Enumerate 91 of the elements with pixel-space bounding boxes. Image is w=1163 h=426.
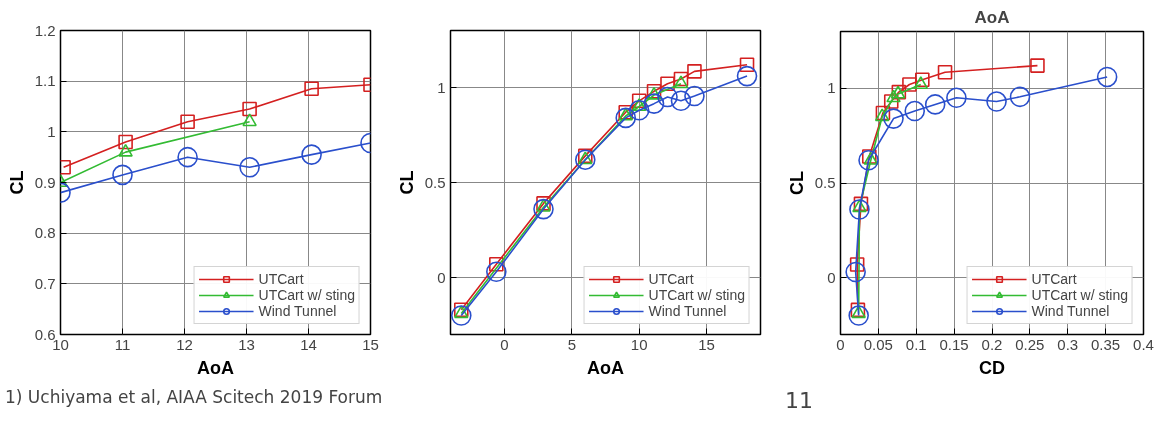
x-tick-label: 0.4	[1133, 335, 1154, 353]
x-tick-label: 0.05	[863, 335, 893, 353]
y-tick-label: 1	[827, 79, 836, 97]
x-tick-label: 15	[698, 335, 715, 353]
y-axis-title: CL	[786, 171, 807, 195]
legend-label: Wind Tunnel	[1031, 303, 1110, 319]
x-tick-label: 14	[300, 335, 317, 353]
x-tick-label: 13	[238, 335, 255, 353]
y-tick-label: 0	[437, 268, 446, 286]
point	[643, 93, 665, 114]
point	[937, 64, 953, 80]
point	[657, 86, 678, 108]
x-tick-label: 0.15	[939, 335, 969, 353]
point	[883, 108, 904, 129]
x-axis-title: AoA	[197, 357, 234, 378]
point	[924, 94, 946, 115]
legend-label: UTCart	[648, 271, 694, 287]
point	[533, 198, 554, 220]
point	[574, 149, 596, 170]
point	[904, 100, 926, 122]
legend-label: UTCart w/ sting	[1031, 287, 1128, 303]
point	[660, 76, 675, 91]
point	[673, 71, 689, 87]
x-tick-label: 15	[362, 335, 379, 353]
x-tick-label: 0.3	[1057, 335, 1079, 353]
point	[118, 134, 133, 150]
point	[1030, 58, 1045, 73]
point	[986, 91, 1007, 112]
x-tick-label: 0.1	[905, 335, 927, 353]
x-tick-label: 11	[114, 335, 131, 353]
legend-label: UTCart w/ sting	[258, 287, 355, 303]
point	[304, 81, 319, 97]
point	[1009, 86, 1031, 108]
point	[913, 76, 929, 90]
point	[739, 57, 755, 72]
y-tick-label: 0.5	[814, 174, 836, 191]
point	[301, 144, 322, 165]
point	[886, 89, 901, 103]
point	[883, 94, 899, 109]
point	[239, 157, 260, 178]
point	[849, 199, 870, 220]
y-tick-label: 1.2	[34, 21, 56, 39]
y-tick-label: 0.9	[34, 173, 56, 191]
point	[180, 114, 195, 129]
legend-label: UTCart w/ sting	[648, 287, 745, 303]
point	[628, 100, 650, 121]
text: 1) Uchiyama et al, AIAA Scitech 2019 Forum	[5, 386, 383, 409]
legend-label: Wind Tunnel	[648, 303, 727, 319]
x-axis-title: CD	[979, 357, 1005, 378]
x-tick-label: 10	[630, 335, 648, 353]
point	[615, 107, 637, 129]
y-axis-title: CL	[396, 170, 417, 195]
point	[858, 149, 879, 171]
legend-label: Wind Tunnel	[258, 303, 337, 319]
chart-title: AoA	[974, 7, 1010, 27]
y-tick-label: 1	[47, 122, 56, 140]
legend-label: UTCart	[1031, 271, 1077, 287]
point	[915, 72, 930, 88]
point	[242, 101, 257, 117]
x-tick-label: 12	[176, 335, 193, 353]
point	[848, 305, 869, 326]
point	[1096, 66, 1118, 88]
point	[486, 261, 507, 283]
legend-label: UTCart	[258, 271, 304, 287]
point	[736, 65, 758, 87]
x-tick-label: 0.35	[1091, 335, 1121, 353]
point	[242, 113, 257, 127]
point	[946, 87, 967, 109]
point	[687, 64, 702, 79]
x-axis-title: AoA	[587, 357, 624, 378]
y-tick-label: 0.7	[34, 274, 56, 292]
y-tick-label: 1	[437, 78, 446, 96]
x-tick-label: 5	[567, 335, 576, 353]
y-tick-label: 0	[827, 268, 836, 286]
point	[684, 85, 705, 107]
y-tick-label: 0.8	[34, 224, 56, 242]
point	[118, 143, 133, 157]
x-tick-label: 0	[500, 335, 509, 353]
point	[450, 305, 472, 326]
x-tick-label: 0.2	[981, 335, 1003, 353]
y-axis-title: CL	[6, 170, 27, 195]
point	[673, 75, 689, 89]
point	[845, 261, 866, 283]
y-tick-label: 1.1	[34, 72, 56, 90]
point	[177, 146, 198, 168]
point	[902, 77, 917, 92]
point	[670, 90, 692, 112]
y-tick-label: 0.5	[424, 173, 446, 191]
point	[112, 164, 133, 186]
x-tick-label: 0.25	[1015, 335, 1045, 353]
text: 11	[785, 387, 813, 415]
